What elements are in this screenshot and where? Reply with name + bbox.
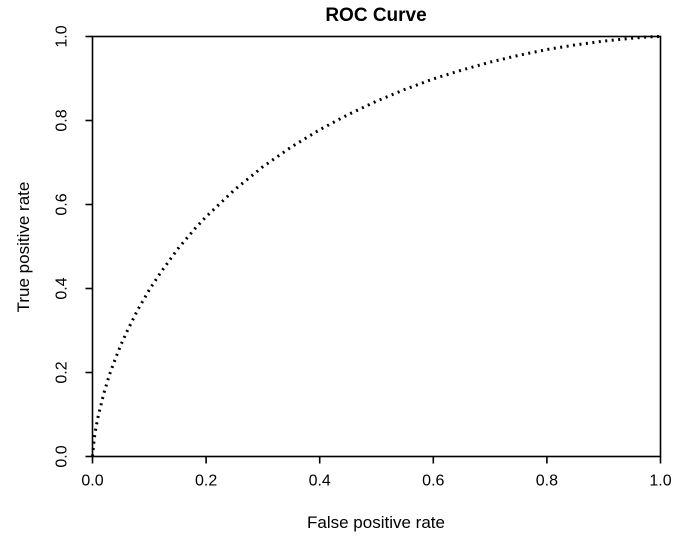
y-tick-label: 1.0 <box>54 25 71 47</box>
y-tick-label: 0.0 <box>54 445 71 467</box>
x-tick-label: 1.0 <box>649 473 671 490</box>
y-tick-label: 0.8 <box>54 109 71 131</box>
y-tick-label: 0.4 <box>54 277 71 299</box>
roc-curve-line <box>91 35 661 457</box>
y-tick-label: 0.6 <box>54 193 71 215</box>
x-tick-label: 0.8 <box>536 473 558 490</box>
x-tick-label: 0.0 <box>81 473 103 490</box>
x-tick-label: 0.6 <box>422 473 444 490</box>
chart-title: ROC Curve <box>325 5 427 26</box>
x-tick-label: 0.4 <box>309 473 331 490</box>
y-axis-label: True positive rate <box>14 181 33 313</box>
y-tick-label: 0.2 <box>54 361 71 383</box>
plot-box <box>91 35 662 458</box>
x-tick-label: 0.2 <box>195 473 217 490</box>
x-axis-label: False positive rate <box>307 513 445 532</box>
